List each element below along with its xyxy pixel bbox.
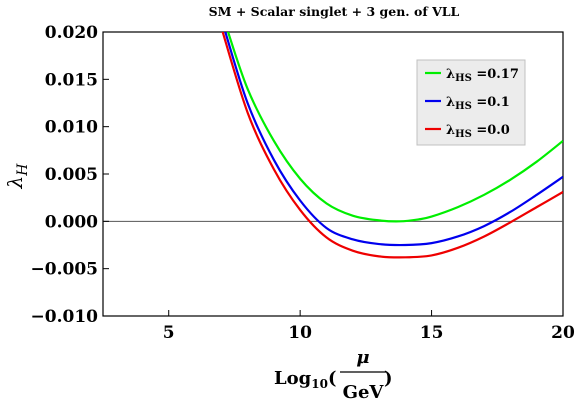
- chart-title: SM + Scalar singlet + 3 gen. of VLL: [209, 4, 460, 19]
- x-tick-label: 15: [420, 323, 444, 343]
- legend-label-3: λHS =0.0: [446, 123, 510, 140]
- x-tick-label: 5: [163, 323, 175, 343]
- x-axis-numerator: μ: [356, 347, 369, 368]
- series-line-3: [221, 32, 563, 259]
- y-tick-label: 0.015: [45, 70, 98, 90]
- x-axis-log-base: 10: [311, 377, 328, 391]
- series-line-2: [224, 32, 563, 247]
- x-axis-label: Log10( μ GeV ): [274, 347, 393, 403]
- y-axis-subscript: H: [15, 163, 31, 177]
- y-axis-label: λH: [3, 163, 31, 190]
- plot-area: [102, 31, 564, 317]
- y-axis-ticks: −0.010 −0.005 0.000 0.005 0.010 0.015 0.020: [31, 23, 109, 327]
- series-group: [221, 32, 563, 259]
- y-tick-label: 0.020: [45, 23, 98, 43]
- x-axis-denominator: GeV: [343, 382, 385, 403]
- x-tick-label: 20: [551, 323, 575, 343]
- y-axis-symbol: λ: [3, 176, 27, 190]
- x-axis-ticks: 5 10 15 20: [163, 310, 575, 343]
- x-tick-label: 10: [288, 323, 312, 343]
- svg-text:Log10(: Log10(: [274, 368, 336, 391]
- svg-text:λH: λH: [3, 163, 31, 190]
- x-axis-open-paren: (: [328, 368, 337, 389]
- legend-box: [416, 59, 526, 146]
- y-tick-label: 0.005: [45, 165, 98, 185]
- x-axis-log: Log: [274, 368, 312, 389]
- legend: λHS =0.17 λHS =0.1 λHS =0.0: [416, 59, 526, 146]
- legend-items: λHS =0.17 λHS =0.1 λHS =0.0: [425, 67, 519, 140]
- legend-label-2: λHS =0.1: [446, 95, 510, 112]
- y-tick-label: −0.005: [31, 260, 98, 280]
- y-tick-label: 0.000: [45, 212, 98, 232]
- x-axis-close-paren: ): [384, 368, 393, 389]
- y-tick-label: −0.010: [31, 307, 99, 327]
- series-line-1: [226, 32, 563, 223]
- y-tick-label: 0.010: [45, 118, 98, 138]
- legend-label-1: λHS =0.17: [446, 67, 519, 84]
